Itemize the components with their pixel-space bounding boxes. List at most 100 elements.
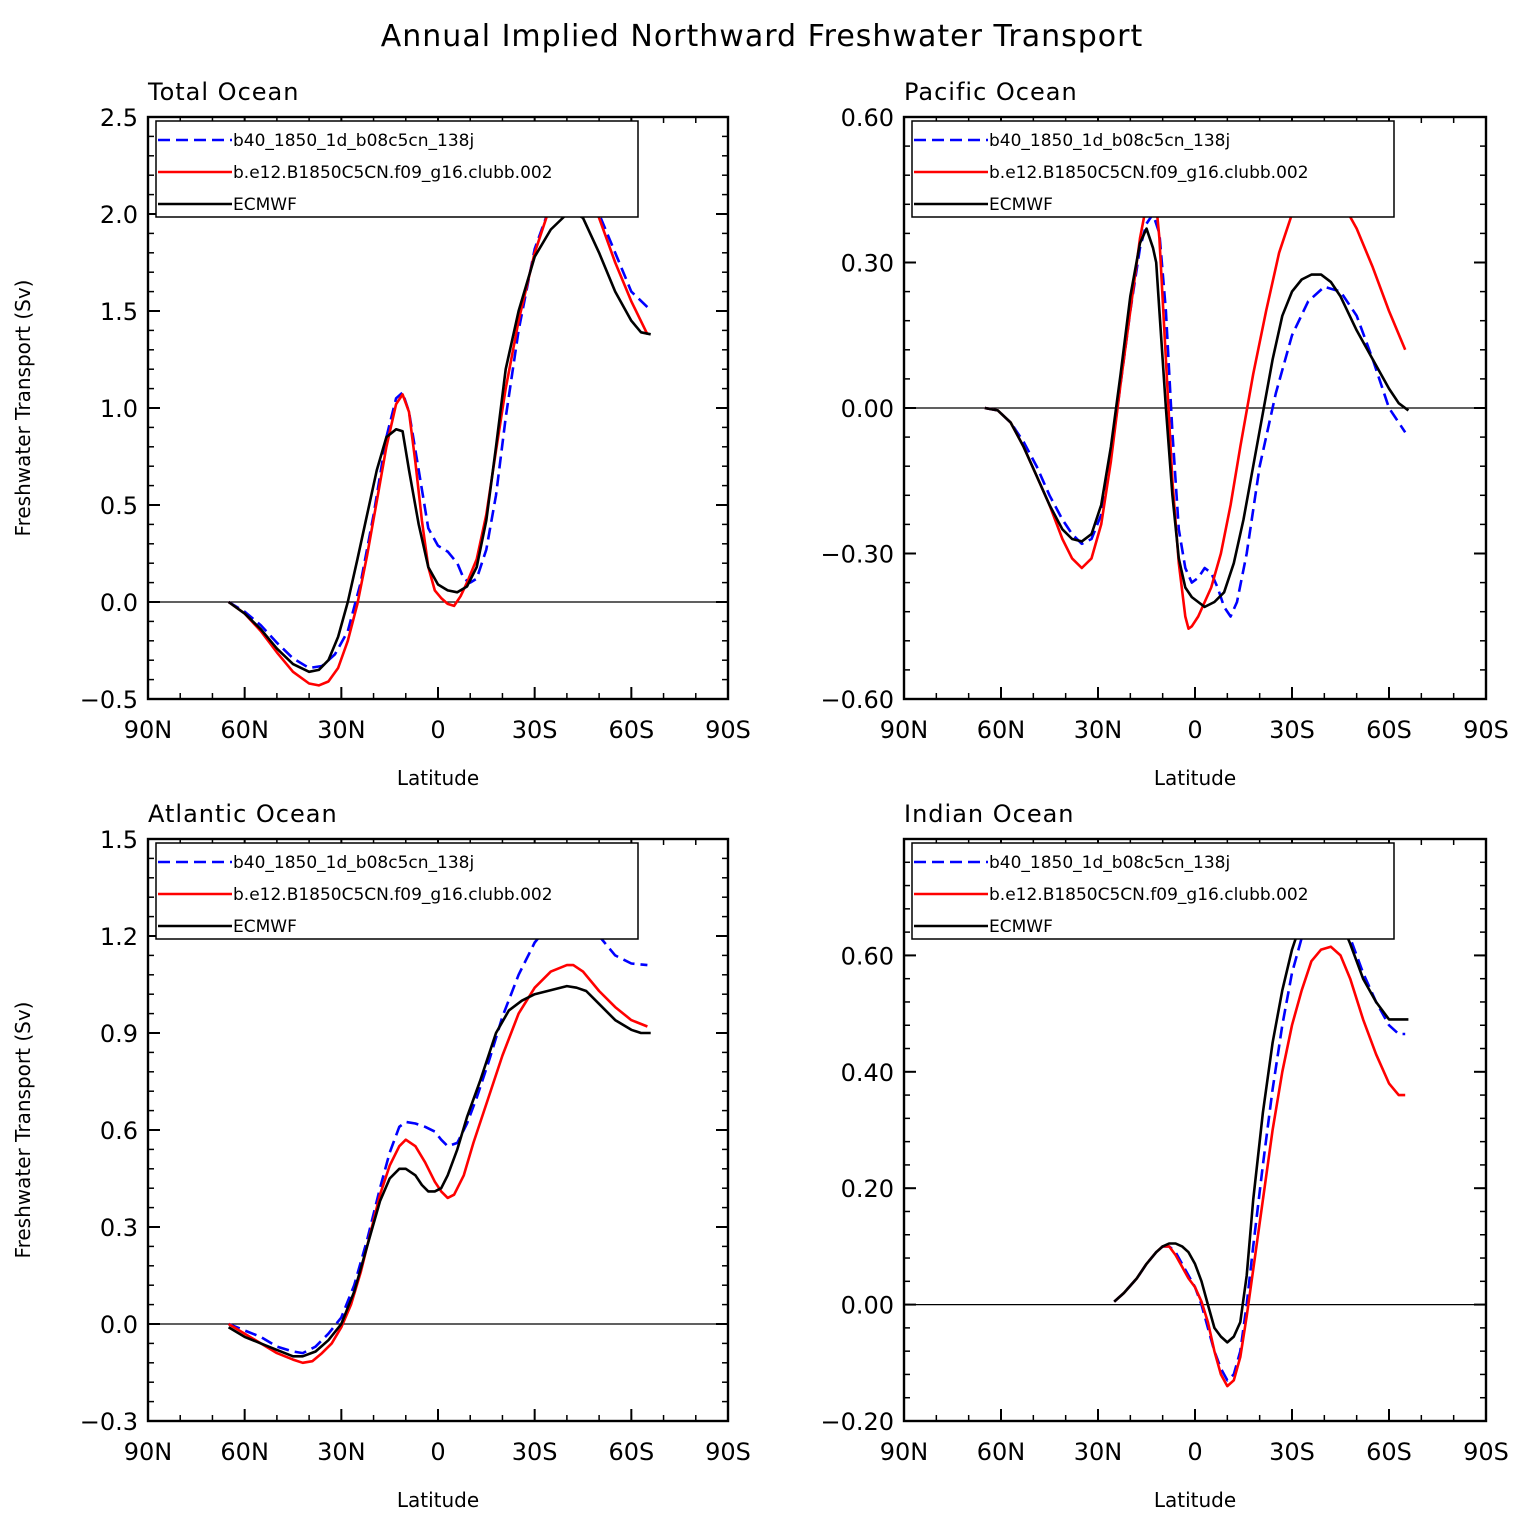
y-tick-label: 0.0	[100, 1311, 138, 1339]
x-tick-label: 60S	[608, 716, 654, 744]
legend-label: b.e12.B1850C5CN.f09_g16.clubb.002	[989, 885, 1309, 905]
panel-title: Total Ocean	[147, 78, 299, 106]
y-tick-label: −0.30	[820, 541, 894, 569]
x-tick-label: 0	[430, 716, 445, 744]
series-line-2	[984, 227, 1410, 609]
panel-atlantic-ocean: Atlantic Ocean 90N 60N 30N 0 30S 60S 90S −0.3 0.0…	[11, 800, 751, 1512]
x-tick-label: 30N	[317, 716, 366, 744]
series-line-2	[227, 984, 651, 1358]
x-tick-label: 0	[1187, 716, 1202, 744]
legend-label: b.e12.B1850C5CN.f09_g16.clubb.002	[233, 885, 553, 905]
y-axis-label: Freshwater Transport (Sv)	[11, 280, 35, 537]
x-tick-label: 0	[1187, 1438, 1202, 1466]
x-tick-label: 90N	[880, 1438, 929, 1466]
figure-title: Annual Implied Northward Freshwater Tran…	[381, 19, 1143, 54]
legend: b40_1850_1d_b08c5cn_138j b.e12.B1850C5CN.…	[155, 842, 639, 940]
legend: b40_1850_1d_b08c5cn_138j b.e12.B1850C5CN.…	[911, 120, 1395, 218]
y-tick-label: −0.20	[820, 1408, 894, 1436]
x-tick-label: 60N	[220, 716, 269, 744]
y-tick-label: 0.20	[841, 1175, 894, 1203]
x-tick-label: 30S	[1269, 716, 1315, 744]
plot-frame	[146, 115, 730, 701]
series-line-0	[227, 173, 649, 670]
x-tick-label: 30N	[1074, 716, 1123, 744]
y-tick-label: 2.5	[100, 104, 138, 132]
x-tick-label: 60N	[977, 1438, 1026, 1466]
panel-pacific-ocean: Pacific Ocean 90N 60N 30N 0 30S 60S 90S −0.60 −0.…	[820, 78, 1508, 790]
y-tick-label: 0.9	[100, 1020, 138, 1048]
x-tick-label: 90S	[705, 716, 751, 744]
panels: Total Ocean 90N 60N 30N 0 30S 60S 90S −0.5 0.0 0.5…	[11, 78, 1509, 1512]
y-tick-label: 0.6	[100, 1117, 138, 1145]
x-tick-label: 60N	[977, 716, 1026, 744]
plot-frame	[902, 837, 1488, 1423]
series-line-1	[227, 177, 649, 687]
legend-box	[911, 120, 1395, 218]
x-tick-label: 30N	[317, 1438, 366, 1466]
legend-label: b.e12.B1850C5CN.f09_g16.clubb.002	[989, 163, 1309, 183]
series-line-2	[227, 210, 651, 674]
legend-label: ECMWF	[233, 917, 297, 937]
y-tick-label: 0.0	[100, 589, 138, 617]
x-tick-label: 60S	[608, 1438, 654, 1466]
panel-title: Indian Ocean	[904, 800, 1075, 828]
series-line-1	[984, 188, 1407, 631]
x-axis-label: Latitude	[1154, 1488, 1236, 1512]
series-line-0	[984, 212, 1407, 618]
legend-label: ECMWF	[989, 917, 1053, 937]
x-tick-label: 60N	[220, 1438, 269, 1466]
plot-frame	[146, 837, 730, 1423]
panel-title: Pacific Ocean	[904, 78, 1078, 106]
legend-box	[155, 842, 639, 940]
y-tick-label: 0.60	[841, 104, 894, 132]
x-tick-label: 30S	[512, 716, 558, 744]
y-tick-label: 2.0	[100, 201, 138, 229]
y-tick-label: 0.5	[100, 492, 138, 520]
legend-label: ECMWF	[233, 195, 297, 215]
x-tick-label: 0	[430, 1438, 445, 1466]
legend-label: b40_1850_1d_b08c5cn_138j	[989, 853, 1230, 873]
x-tick-label: 90N	[124, 716, 173, 744]
x-tick-label: 30S	[1269, 1438, 1315, 1466]
series-line-0	[228, 910, 648, 1355]
x-tick-label: 90N	[880, 716, 929, 744]
x-tick-label: 90N	[124, 1438, 173, 1466]
y-tick-label: 1.2	[100, 923, 138, 951]
legend-label: ECMWF	[989, 195, 1053, 215]
series-line-1	[227, 963, 648, 1365]
y-tick-label: −0.5	[80, 686, 138, 714]
x-tick-label: 90S	[1463, 1438, 1509, 1466]
y-tick-label: 0.00	[841, 395, 894, 423]
legend: b40_1850_1d_b08c5cn_138j b.e12.B1850C5CN.…	[911, 842, 1395, 940]
legend-label: b40_1850_1d_b08c5cn_138j	[233, 853, 474, 873]
x-tick-label: 60S	[1366, 716, 1412, 744]
y-tick-label: 0.3	[100, 1214, 138, 1242]
legend-box	[155, 120, 639, 218]
plot-frame	[902, 115, 1488, 701]
legend-label: b.e12.B1850C5CN.f09_g16.clubb.002	[233, 163, 553, 183]
legend-label: b40_1850_1d_b08c5cn_138j	[233, 131, 474, 151]
y-tick-label: 0.00	[841, 1292, 894, 1320]
panel-indian-ocean: Indian Ocean 90N 60N 30N 0 30S 60S 90S −0.20 0.00…	[820, 800, 1508, 1512]
x-tick-label: 90S	[705, 1438, 751, 1466]
x-tick-label: 30N	[1074, 1438, 1123, 1466]
x-tick-label: 30S	[512, 1438, 558, 1466]
series-line-1	[1113, 945, 1406, 1388]
panel-total-ocean: Total Ocean 90N 60N 30N 0 30S 60S 90S −0.5 0.0 0.5…	[11, 78, 751, 790]
panel-title: Atlantic Ocean	[148, 800, 338, 828]
x-axis-label: Latitude	[397, 766, 479, 790]
y-tick-label: −0.3	[80, 1408, 138, 1436]
y-axis-label: Freshwater Transport (Sv)	[11, 1002, 35, 1259]
legend-label: b40_1850_1d_b08c5cn_138j	[989, 131, 1230, 151]
y-tick-label: 1.0	[100, 395, 138, 423]
x-tick-label: 60S	[1366, 1438, 1412, 1466]
series-line-2	[1113, 895, 1409, 1344]
y-tick-label: 1.5	[100, 298, 138, 326]
x-tick-label: 90S	[1463, 716, 1509, 744]
legend-box	[911, 842, 1395, 940]
y-tick-label: 0.60	[841, 942, 894, 970]
x-axis-label: Latitude	[397, 1488, 479, 1512]
x-axis-label: Latitude	[1154, 766, 1236, 790]
y-tick-label: 0.30	[841, 250, 894, 278]
